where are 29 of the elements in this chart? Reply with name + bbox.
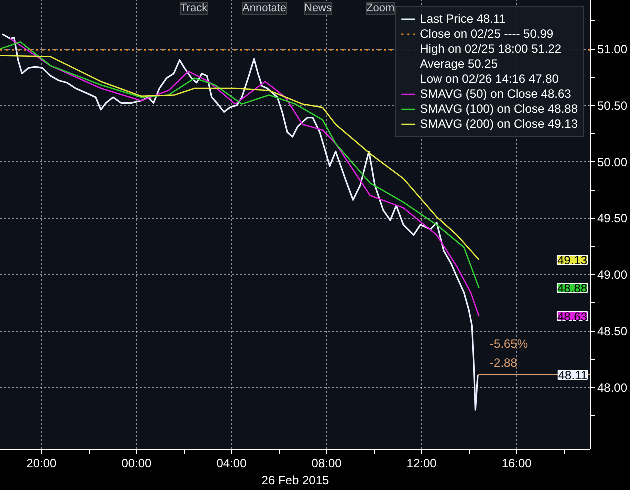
x-tick-label: 00:00 [122,456,152,470]
y-tick-label: 48.00 [598,380,628,395]
legend-label: SMAVG (50) on Close 48.63 [420,87,572,101]
x-tick-label: 08:00 [312,456,342,470]
annotation: News [304,2,333,14]
y-tick-label: 49.50 [598,212,628,226]
annotation: Annotate [242,2,287,14]
annotation: Track [180,2,208,14]
y-tick-label: 48.50 [598,324,628,339]
annotation: High on 02/25 18:00 51.22 [420,42,562,56]
y-tick-label: 50.00 [598,155,628,170]
legend-label: SMAVG (100) on Close 48.88 [420,102,578,116]
x-tick-label: 12:00 [406,456,438,470]
legend-label: Last Price 48.11 [420,12,506,26]
legend-label: Close on 02/25 ---- 50.99 [420,27,554,41]
annotation: 48.11 [558,368,588,383]
y-tick-label: 49.00 [598,268,628,282]
x-axis-title: 26 Feb 2015 [262,474,330,488]
annotation: Low on 02/26 14:16 47.80 [420,72,559,86]
y-tick-label: 51.00 [598,42,628,57]
annotation: Zoom [366,2,395,14]
annotation: Average 50.25 [420,57,498,71]
legend-label: SMAVG (200) on Close 49.13 [420,117,578,131]
x-tick-label: 20:00 [26,456,58,470]
y-tick-label: 50.50 [598,98,628,113]
annotation: -2.88 [490,356,518,370]
x-tick-label: 04:00 [216,456,248,470]
annotation: -5.65% [490,337,528,352]
x-tick-label: 16:00 [502,456,532,470]
